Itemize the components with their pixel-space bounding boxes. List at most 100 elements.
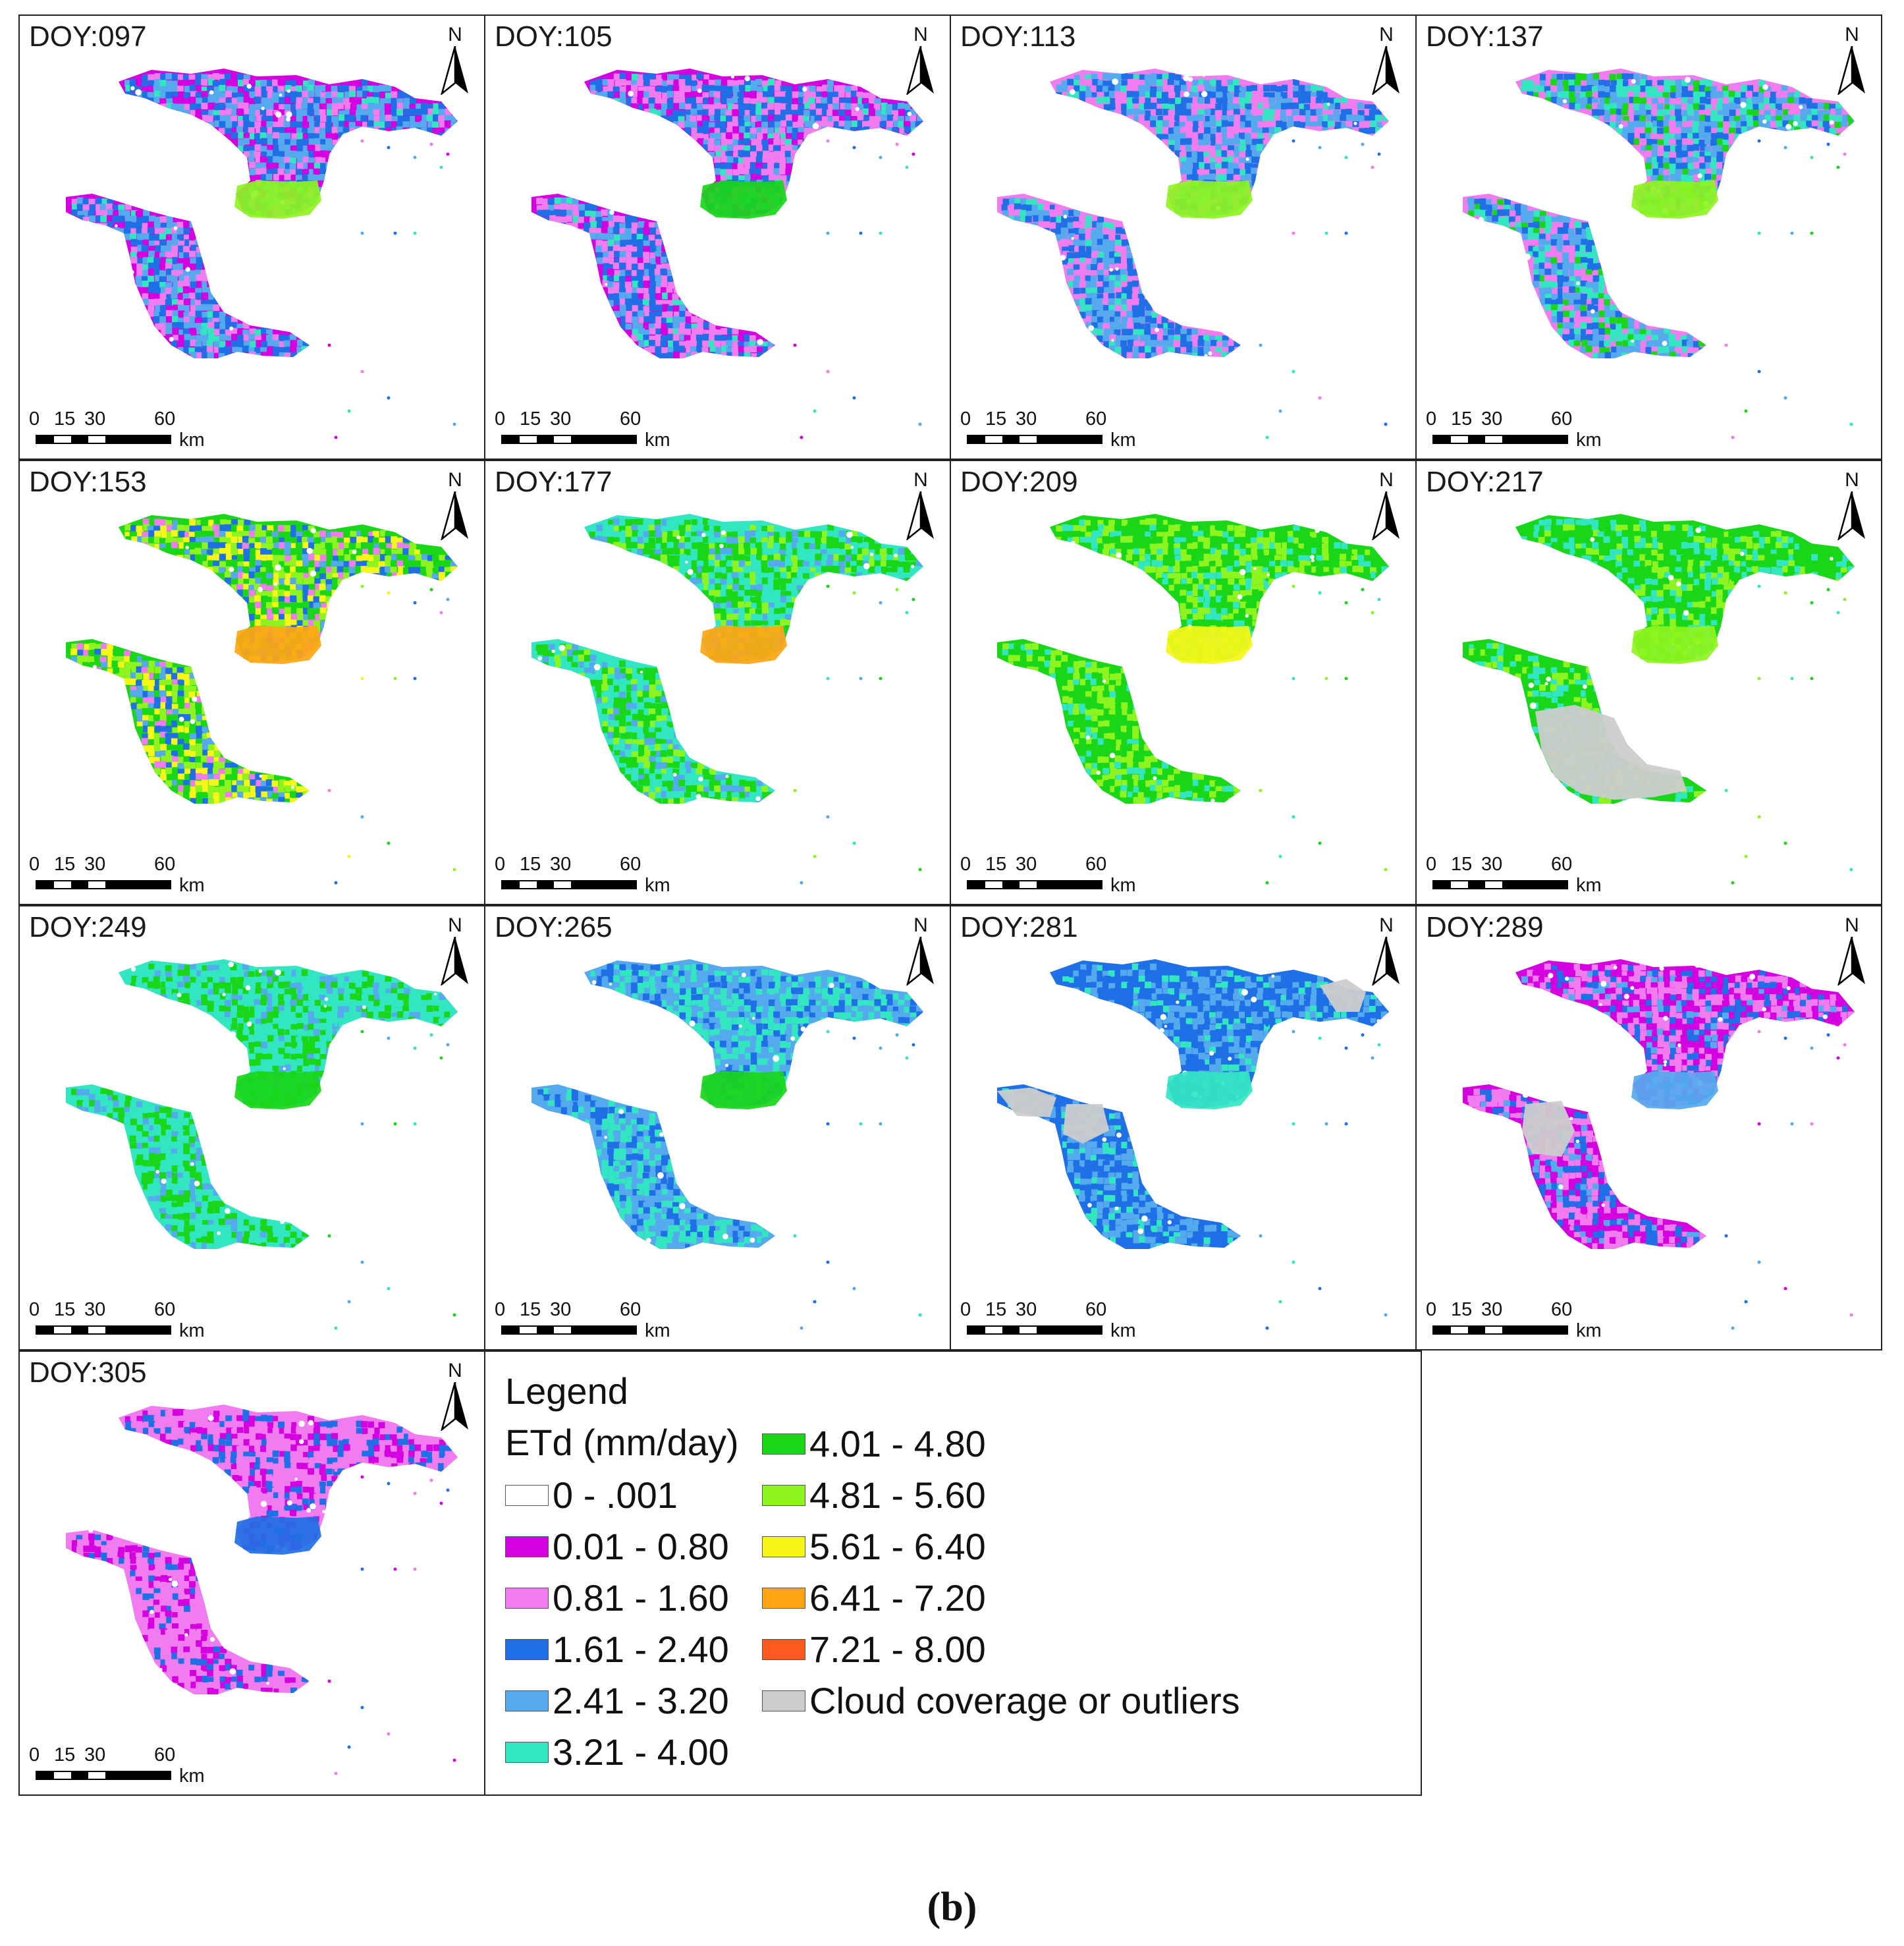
scale-bar: 0 15 30 60 km	[495, 1299, 692, 1341]
etd-map	[997, 69, 1389, 439]
scale-tick: 0	[960, 408, 971, 430]
scale-tick: 60	[1085, 1299, 1107, 1320]
map-panel: DOY:281 N 0 15 30 60 km	[950, 905, 1417, 1350]
north-label: N	[1845, 914, 1859, 936]
legend-label: 4.81 - 5.60	[809, 1474, 986, 1516]
etd-map	[1463, 959, 1855, 1330]
north-label: N	[448, 469, 462, 491]
map-panel: DOY:305 N 0 15 30 60 km	[18, 1350, 485, 1796]
scale-unit: km	[1110, 1320, 1136, 1341]
map-panel: DOY:289 N 0 15 30 60 km	[1415, 905, 1882, 1350]
scale-tick: 15	[54, 408, 76, 430]
north-arrow-icon: N	[1835, 25, 1869, 97]
scale-bar-graphic	[36, 1325, 171, 1335]
scale-unit: km	[1576, 430, 1602, 451]
legend-item: Cloud coverage or outliers	[762, 1681, 1240, 1721]
scale-bar-graphic	[501, 1325, 637, 1335]
panel-label: DOY:289	[1426, 911, 1544, 943]
north-arrow-icon: N	[1369, 916, 1403, 988]
legend: Legend ETd (mm/day) 0 - .001 0.01 - 0.80 0.8…	[484, 1350, 1422, 1796]
north-label: N	[1845, 24, 1859, 45]
north-arrow-icon: N	[904, 470, 938, 543]
scale-unit: km	[179, 430, 205, 451]
scale-tick: 15	[54, 1744, 76, 1765]
etd-map	[66, 1404, 458, 1775]
scale-tick: 30	[84, 854, 106, 875]
scale-tick: 0	[495, 408, 506, 430]
scale-unit: km	[645, 430, 670, 451]
legend-swatch	[505, 1536, 549, 1557]
scale-bar: 0 15 30 60 km	[495, 855, 692, 895]
panel-label: DOY:137	[1426, 20, 1544, 53]
legend-label: 4.01 - 4.80	[809, 1423, 986, 1464]
legend-subtitle: ETd (mm/day)	[505, 1422, 739, 1463]
scale-tick: 15	[985, 854, 1007, 875]
scale-bar-graphic	[1432, 1325, 1568, 1335]
panel-label: DOY:249	[29, 911, 147, 943]
scale-tick: 15	[520, 1299, 541, 1320]
scale-tick: 15	[54, 854, 76, 875]
legend-item: 5.61 - 6.40	[762, 1527, 986, 1567]
etd-map	[66, 69, 458, 439]
legend-swatch	[762, 1485, 805, 1506]
north-label: N	[448, 1360, 462, 1381]
scale-bar: 0 15 30 60 km	[29, 1299, 227, 1341]
scale-tick: 60	[620, 408, 641, 430]
scale-tick: 60	[154, 1744, 176, 1765]
scale-tick: 15	[1451, 854, 1473, 875]
map-panel: DOY:137 N 0 15 30 60 km	[1415, 14, 1882, 460]
legend-label: 0 - .001	[553, 1474, 678, 1516]
north-label: N	[448, 914, 462, 936]
map-panel: DOY:105 N 0 15 30 60 km	[484, 14, 951, 460]
scale-bar-graphic	[967, 435, 1102, 444]
legend-swatch	[762, 1639, 805, 1660]
scale-tick: 15	[1451, 408, 1473, 430]
scale-unit: km	[1110, 430, 1136, 451]
map-panel: DOY:097 N 0 15 30 60 km	[18, 14, 485, 460]
scale-tick: 0	[960, 854, 971, 875]
scale-tick: 30	[1481, 408, 1503, 430]
etd-map	[1463, 514, 1855, 885]
scale-tick: 60	[1551, 854, 1573, 875]
legend-item: 3.21 - 4.00	[505, 1733, 729, 1772]
scale-bar-graphic	[501, 435, 637, 444]
scale-tick: 30	[84, 408, 106, 430]
legend-label: 3.21 - 4.00	[553, 1731, 729, 1773]
scale-bar-graphic	[36, 435, 171, 444]
panel-label: DOY:113	[960, 20, 1076, 53]
panel-label: DOY:105	[495, 20, 612, 53]
north-arrow-icon: N	[1835, 916, 1869, 988]
north-arrow-icon: N	[904, 916, 938, 988]
etd-map	[531, 959, 923, 1330]
scale-tick: 30	[84, 1299, 106, 1320]
etd-map	[997, 959, 1389, 1330]
etd-map	[531, 69, 923, 439]
legend-item: 0.81 - 1.60	[505, 1578, 729, 1618]
scale-tick: 15	[985, 1299, 1007, 1320]
scale-tick: 60	[154, 408, 176, 430]
north-label: N	[913, 914, 928, 936]
scale-tick: 0	[495, 854, 506, 875]
scale-unit: km	[645, 875, 670, 896]
scale-tick: 0	[960, 1299, 971, 1320]
scale-tick: 60	[1085, 408, 1107, 430]
legend-label: 7.21 - 8.00	[809, 1628, 986, 1670]
scale-tick: 15	[1451, 1299, 1473, 1320]
scale-tick: 15	[520, 854, 541, 875]
scale-tick: 30	[550, 408, 572, 430]
map-panel: DOY:209 N 0 15 30 60 km	[950, 460, 1417, 905]
panel-label: DOY:097	[29, 20, 147, 53]
north-arrow-icon: N	[438, 916, 472, 988]
scale-bar: 0 15 30 60 km	[960, 855, 1158, 895]
north-arrow-icon: N	[438, 1361, 472, 1433]
panel-label: DOY:217	[1426, 466, 1544, 498]
legend-item: 1.61 - 2.40	[505, 1630, 729, 1669]
map-panel: DOY:265 N 0 15 30 60 km	[484, 905, 951, 1350]
legend-swatch	[762, 1690, 805, 1711]
scale-tick: 60	[154, 854, 176, 875]
north-label: N	[1379, 24, 1394, 45]
scale-tick: 0	[29, 854, 40, 875]
map-panel: DOY:177 N 0 15 30 60 km	[484, 460, 951, 905]
legend-item: 4.81 - 5.60	[762, 1476, 986, 1515]
scale-tick: 15	[985, 408, 1007, 430]
